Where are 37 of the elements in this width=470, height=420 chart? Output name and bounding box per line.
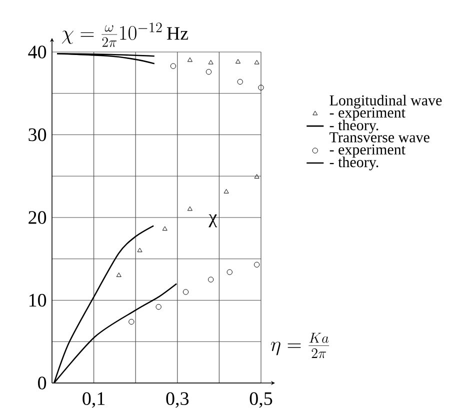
point [208, 276, 214, 282]
point [224, 189, 229, 194]
annotation: χ [208, 214, 218, 228]
point [237, 78, 243, 85]
point [156, 304, 162, 310]
point [226, 269, 232, 275]
point [187, 206, 192, 211]
point [258, 84, 264, 90]
text: Longitudinal wave [330, 94, 442, 109]
point [208, 60, 214, 64]
legend-label: - experiment [330, 144, 406, 158]
legend-label: - experiment [330, 108, 406, 121]
point [206, 69, 212, 75]
point [254, 262, 260, 268]
point [137, 248, 142, 252]
point [236, 59, 240, 64]
point [254, 60, 260, 64]
y-tick-label: 0 [38, 376, 46, 390]
point [128, 318, 134, 325]
x-axis-title: $\eta=\frac{Ka}{2\pi}$ [270, 332, 330, 358]
y-tick-label: 40 [28, 46, 46, 58]
y-tick-label: 30 [28, 128, 46, 142]
x-tick-label: 0,1 [82, 392, 105, 408]
y-tick-label: 10 [29, 294, 46, 307]
point [254, 174, 260, 178]
point [116, 272, 122, 277]
point [182, 289, 189, 295]
point [162, 226, 168, 231]
x-tick-label: 0,5 [250, 392, 272, 408]
legend-label: - theory. [330, 156, 378, 170]
legend-label: - theory. [330, 120, 378, 134]
point [170, 63, 176, 69]
point [187, 57, 192, 62]
x-tick-label: 0,3 [166, 392, 189, 408]
y-axis-title: $\chi=\frac{\omega}{2\pi}10^{-12}\,\mathrm{Hz}$ [62, 22, 188, 47]
text: Transverse wave [330, 132, 430, 142]
y-tick-label: 20 [28, 211, 46, 224]
